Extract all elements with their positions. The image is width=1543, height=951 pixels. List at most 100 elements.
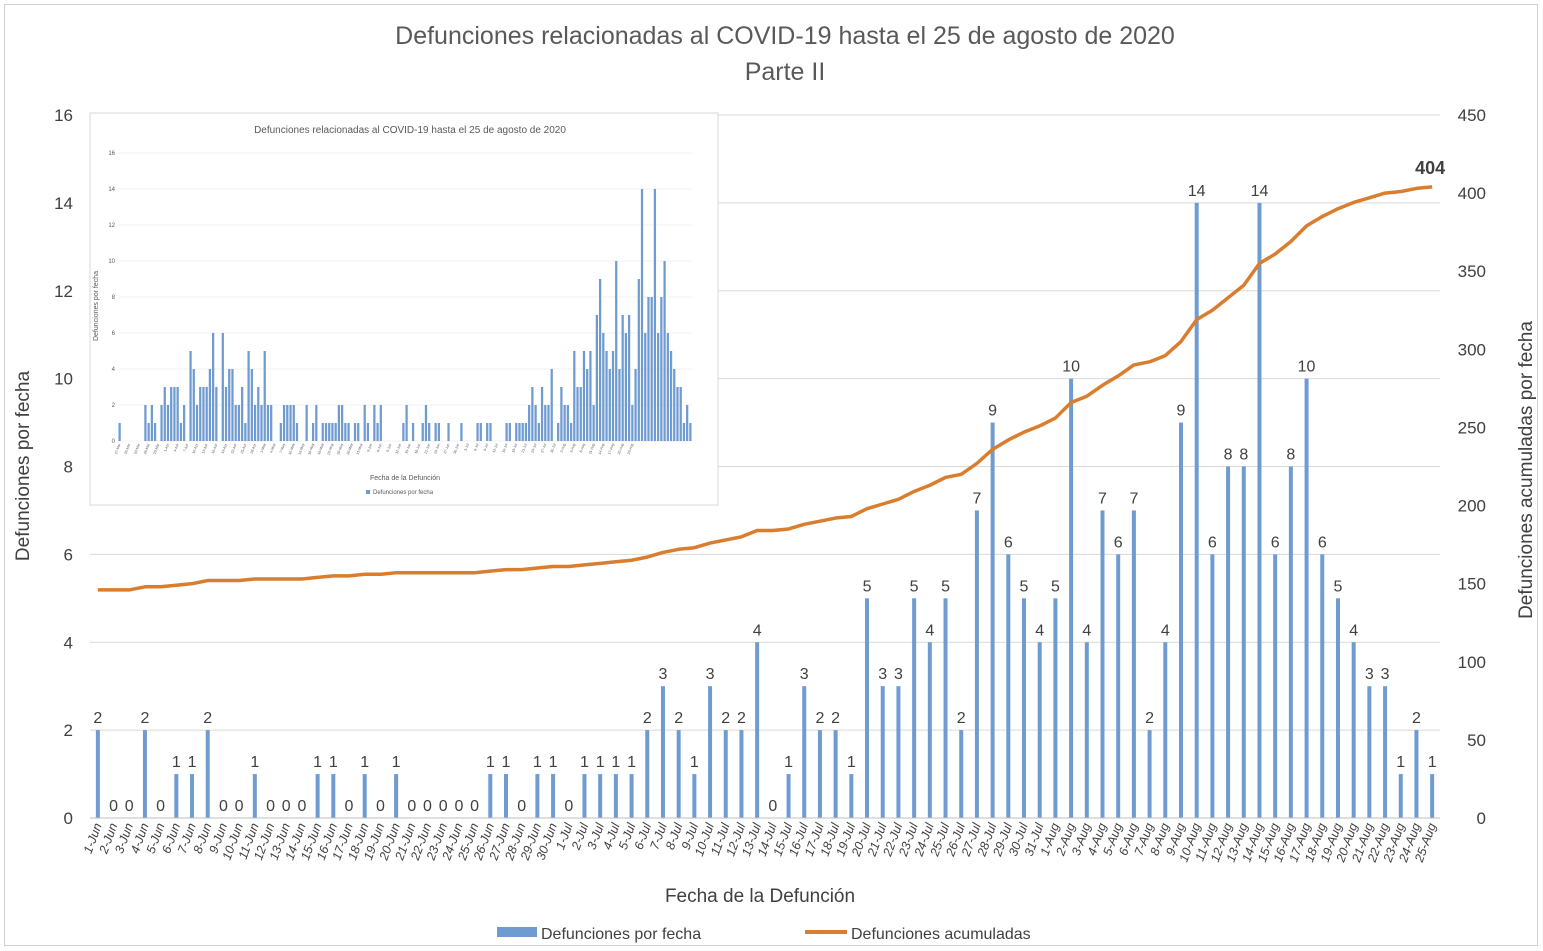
- bar: [331, 774, 336, 818]
- inset-bar: [266, 405, 270, 441]
- inset-x-tick-label: 17-Aug: [607, 443, 615, 455]
- inset-bar: [118, 423, 121, 441]
- bar-data-label: 2: [1145, 710, 1154, 727]
- bar: [786, 774, 791, 818]
- inset-bar: [373, 405, 376, 441]
- inset-bar: [179, 423, 183, 441]
- bar: [912, 598, 917, 818]
- inset-bar: [208, 369, 212, 441]
- bar-data-label: 6: [1271, 534, 1280, 551]
- bar-data-label: 1: [533, 754, 542, 771]
- inset-bar: [163, 387, 166, 441]
- y2-tick-label: 200: [1458, 497, 1486, 516]
- inset-bar: [434, 423, 437, 441]
- inset-bar: [573, 351, 576, 441]
- y-tick-label: 14: [54, 194, 73, 213]
- bar: [896, 686, 901, 818]
- inset-x-tick-label: 27-Jul: [540, 443, 547, 454]
- inset-bar: [611, 351, 615, 441]
- bar-data-label: 0: [156, 798, 165, 815]
- y2-tick-label: 50: [1467, 731, 1486, 750]
- bar-data-label: 9: [988, 403, 997, 420]
- inset-x-tick-label: 1-May: [260, 443, 267, 454]
- inset-bar: [557, 423, 560, 441]
- inset-bar: [476, 423, 479, 441]
- inset-x-tick-label: 9-Jul: [483, 443, 489, 452]
- y2-tick-label: 400: [1458, 184, 1486, 203]
- inset-bar: [153, 423, 157, 441]
- inset-bar: [624, 333, 628, 441]
- bar-data-label: 2: [737, 710, 746, 727]
- inset-bar: [241, 387, 244, 441]
- bar-data-label: 1: [392, 754, 401, 771]
- y-tick-label: 8: [64, 458, 73, 477]
- inset-y-tick-label: 0: [112, 439, 116, 445]
- bar-data-label: 5: [1334, 578, 1343, 595]
- inset-bar: [621, 315, 624, 441]
- inset-bar: [212, 333, 215, 441]
- bar: [205, 730, 210, 818]
- bar-data-label: 2: [1412, 710, 1421, 727]
- bar: [190, 774, 195, 818]
- bar-data-label: 1: [502, 754, 511, 771]
- inset-x-tick-label: 13-Apr: [201, 442, 209, 454]
- y2-tick-label: 100: [1458, 653, 1486, 672]
- inset-bar: [560, 387, 563, 441]
- inset-bar: [634, 369, 637, 441]
- inset-x-tick-label: 24-Jun: [433, 443, 440, 454]
- inset-bar: [537, 423, 540, 441]
- inset-title: Defunciones relacionadas al COVID-19 has…: [254, 125, 566, 136]
- inset-bar: [605, 351, 608, 441]
- bar-data-label: 1: [580, 754, 589, 771]
- bar: [95, 730, 100, 818]
- inset-bar: [270, 405, 273, 441]
- inset-bar: [615, 261, 618, 441]
- inset-bar: [182, 405, 186, 441]
- y-axis-title: Defunciones por fecha: [13, 371, 34, 562]
- bar-data-label: 2: [674, 710, 683, 727]
- bar-data-label: 14: [1251, 183, 1269, 200]
- inset-x-tick-label: 25-Apr: [240, 442, 248, 454]
- inset-bar: [305, 405, 308, 441]
- bar: [990, 422, 995, 818]
- inset-bar: [353, 423, 357, 441]
- legend-line-label: Defunciones acumuladas: [851, 926, 1031, 943]
- bar-data-label: 5: [1020, 578, 1029, 595]
- inset-bar: [195, 405, 199, 441]
- bar-data-label: 1: [188, 754, 197, 771]
- inset-bar: [257, 387, 260, 441]
- inset-y-tick-label: 4: [112, 367, 116, 373]
- inset-bar: [199, 387, 202, 441]
- bar-data-label: 8: [1224, 447, 1233, 464]
- inset-x-tick-label: 3-Jun: [366, 443, 373, 453]
- inset-x-tick-label: 30-Jul: [550, 443, 557, 454]
- bar: [708, 686, 713, 818]
- bar-data-label: 4: [1161, 622, 1170, 639]
- bar-data-label: 4: [1035, 622, 1044, 639]
- bar: [1006, 554, 1011, 818]
- bar-data-label: 1: [784, 754, 793, 771]
- y-tick-label: 16: [54, 106, 73, 125]
- inset-y-tick-label: 10: [108, 259, 115, 265]
- inset-bar: [292, 405, 295, 441]
- inset-bar: [144, 405, 147, 441]
- bar: [755, 642, 760, 818]
- bar: [739, 730, 744, 818]
- legend-bar-swatch: [497, 927, 537, 937]
- inset-x-tick-label: 12-Jun: [395, 443, 402, 454]
- inset-bar: [366, 423, 370, 441]
- bar: [1069, 378, 1074, 818]
- inset-bar: [505, 423, 508, 441]
- inset-x-tick-label: 22-Apr: [230, 442, 238, 454]
- inset-bar: [328, 423, 331, 441]
- cumulative-line-series: [97, 185, 1433, 592]
- bar-data-label: 3: [706, 666, 715, 683]
- inset-x-tick-label: 29-Mar: [153, 442, 161, 455]
- inset-bar: [428, 423, 431, 441]
- inset-bar: [424, 405, 428, 441]
- bar: [613, 774, 618, 818]
- bar-data-label: 0: [564, 798, 573, 815]
- inset-bar: [289, 405, 292, 441]
- last-value-label: 404: [1415, 158, 1445, 178]
- inset-bar: [189, 351, 192, 441]
